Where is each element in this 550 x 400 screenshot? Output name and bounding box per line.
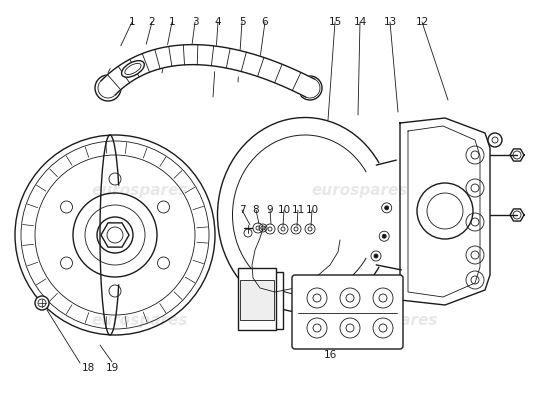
- Text: eurosparеs: eurosparеs: [92, 182, 188, 198]
- Circle shape: [340, 288, 360, 308]
- Text: 15: 15: [328, 17, 342, 27]
- Circle shape: [35, 296, 49, 310]
- Text: 3: 3: [192, 17, 199, 27]
- Circle shape: [340, 318, 360, 338]
- Text: 17: 17: [263, 310, 277, 320]
- Text: eurosparеs: eurosparеs: [312, 182, 408, 198]
- Circle shape: [373, 288, 393, 308]
- Text: eurosparеs: eurosparеs: [92, 312, 188, 328]
- Text: 6: 6: [262, 17, 268, 27]
- Circle shape: [373, 318, 393, 338]
- Circle shape: [307, 318, 327, 338]
- Circle shape: [281, 227, 285, 231]
- Circle shape: [298, 76, 322, 100]
- Text: 10: 10: [277, 205, 290, 215]
- Circle shape: [261, 226, 265, 230]
- Circle shape: [307, 288, 327, 308]
- Text: eurosparеs: eurosparеs: [342, 312, 438, 328]
- FancyBboxPatch shape: [292, 275, 403, 349]
- Circle shape: [374, 254, 378, 258]
- Text: 2: 2: [148, 17, 155, 27]
- Polygon shape: [101, 45, 315, 97]
- Text: 7: 7: [239, 205, 245, 215]
- Text: 5: 5: [239, 17, 245, 27]
- Bar: [240, 280, 274, 320]
- Circle shape: [95, 75, 121, 101]
- Text: 8: 8: [252, 205, 259, 215]
- Circle shape: [268, 227, 272, 231]
- Circle shape: [259, 224, 267, 232]
- Text: 1: 1: [169, 17, 175, 27]
- Text: 1: 1: [129, 17, 135, 27]
- Circle shape: [308, 227, 312, 231]
- Circle shape: [98, 78, 118, 98]
- Text: 16: 16: [323, 350, 337, 360]
- Text: 18: 18: [81, 363, 95, 373]
- Circle shape: [488, 133, 502, 147]
- Text: 11: 11: [292, 205, 305, 215]
- Text: 4: 4: [214, 17, 221, 27]
- Text: 19: 19: [106, 363, 119, 373]
- Text: 9: 9: [267, 205, 273, 215]
- Text: 14: 14: [353, 17, 367, 27]
- Circle shape: [300, 78, 320, 98]
- Circle shape: [382, 234, 386, 238]
- Text: 12: 12: [415, 17, 428, 27]
- Ellipse shape: [122, 61, 144, 77]
- Text: 13: 13: [383, 17, 397, 27]
- Bar: [238, 268, 276, 330]
- Ellipse shape: [125, 63, 141, 74]
- Circle shape: [294, 227, 298, 231]
- Bar: [250, 272, 283, 329]
- Text: 10: 10: [305, 205, 318, 215]
- Circle shape: [384, 206, 389, 210]
